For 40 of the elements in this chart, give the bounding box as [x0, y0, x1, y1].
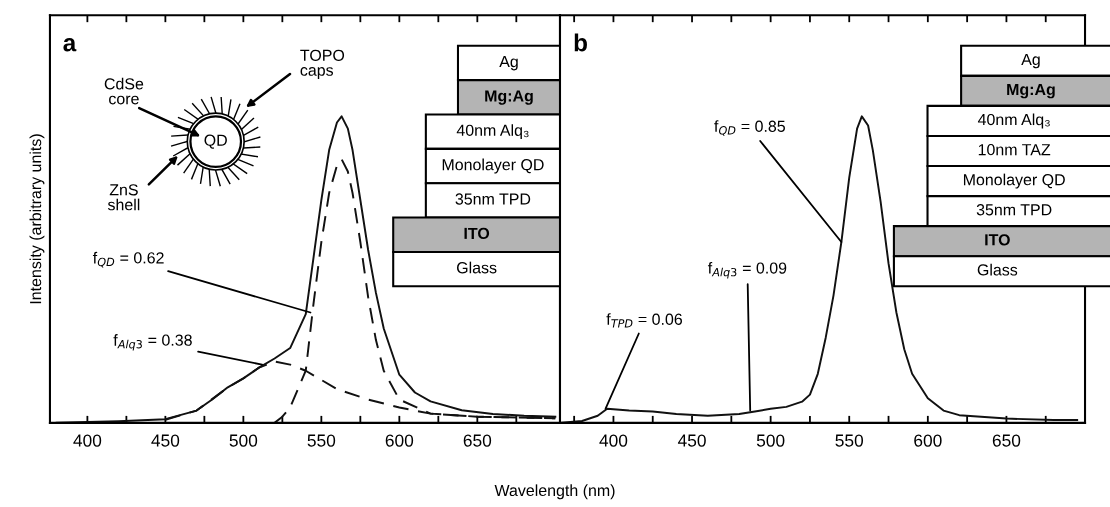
x-tick-label: 650: [992, 434, 1021, 447]
annotation: Monolayer QD: [442, 158, 544, 174]
annotation: 35nm TPD: [455, 193, 531, 205]
text: a: [63, 38, 77, 52]
x-tick-label: 450: [151, 434, 180, 447]
annotation: f$_{TPD}$ = 0.06: [606, 313, 683, 328]
annotation: ITO: [985, 234, 1010, 246]
annotation: 40nm Alq₃: [977, 113, 1050, 129]
text: TOPO caps: [300, 49, 345, 80]
text: Ag: [1021, 53, 1040, 69]
annotation: f$_{Alq3}$ = 0.38: [113, 334, 192, 351]
annotation: f$_{Alq3}$ = 0.09: [707, 262, 787, 279]
annotation: ZnS shell: [107, 184, 140, 211]
annotation: Monolayer QD: [963, 173, 1065, 189]
x-tick-label: 500: [756, 434, 785, 447]
annotation: 35nm TPD: [976, 204, 1052, 216]
annotation: QD: [204, 134, 227, 149]
x-tick-label: 450: [677, 434, 706, 447]
annotation: f$_{QD}$ = 0.62: [92, 251, 164, 268]
annotation: Glass: [977, 263, 1018, 276]
annotation: Glass: [456, 261, 497, 274]
x-tick-label: 500: [229, 434, 258, 447]
text: b: [574, 33, 587, 52]
annotation: 10nm TAZ: [978, 143, 1051, 156]
annotation: ITO: [464, 227, 490, 240]
x-tick-label: 400: [599, 434, 628, 447]
annotation: 40nm Alq₃: [456, 124, 529, 140]
x-tick-label: 650: [463, 434, 492, 447]
x-tick-label: 600: [914, 434, 942, 447]
text: Mg:Ag: [485, 90, 533, 105]
annotation: f$_{QD}$ = 0.85: [714, 120, 785, 136]
text: CdSe core: [104, 77, 144, 105]
text: Mg:Ag: [1007, 83, 1055, 99]
text: Ag: [499, 56, 518, 71]
x-axis-title: Wavelength (nm): [494, 484, 615, 500]
x-tick-label: 550: [307, 434, 336, 447]
y-axis-title: Intensity (arbitrary units): [29, 134, 45, 304]
x-tick-label: 600: [385, 434, 414, 447]
x-tick-label: 550: [835, 434, 864, 447]
x-tick-label: 400: [73, 434, 102, 447]
